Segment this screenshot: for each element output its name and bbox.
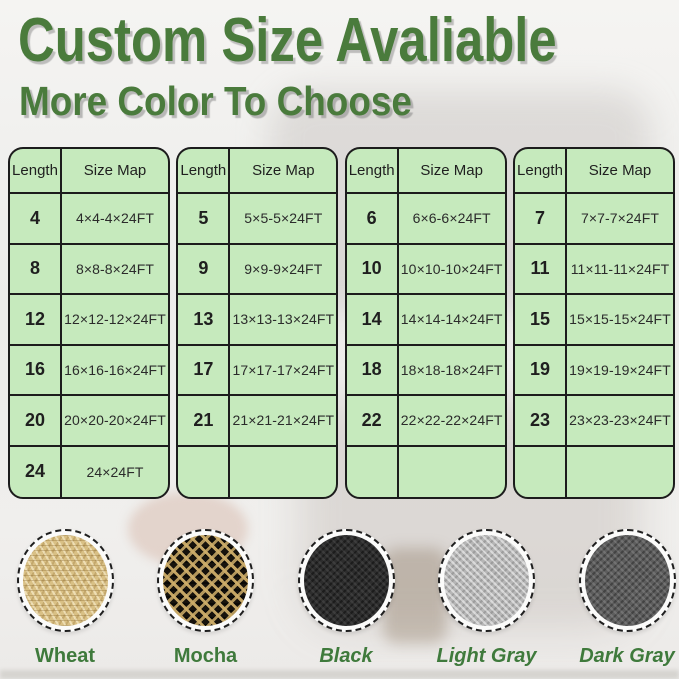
size-map-cell: 12×12-12×24FT bbox=[62, 295, 168, 346]
size-map-cell bbox=[567, 447, 673, 498]
length-cell: 14 bbox=[346, 295, 399, 346]
column-header-length: Length bbox=[514, 149, 567, 194]
size-table: Length Size Map 6 6×6-6×24FT 10 10×10-10×24… bbox=[344, 147, 507, 499]
size-map-cell: 11×11-11×24FT bbox=[566, 245, 673, 295]
length-cell: 8 bbox=[10, 244, 62, 295]
fabric-texture bbox=[584, 535, 670, 626]
length-cell: 24 bbox=[10, 446, 62, 497]
size-map-cell: 17×17-17×24FT bbox=[230, 346, 337, 396]
length-cell: 19 bbox=[514, 345, 567, 396]
column-header-length: Length bbox=[178, 149, 231, 194]
fabric-swatch-ring bbox=[16, 529, 114, 632]
length-cell: 18 bbox=[346, 345, 399, 396]
page-title: Custom Size Avaliable bbox=[18, 6, 557, 75]
size-map-cell: 18×18-18×24FT bbox=[398, 346, 505, 396]
size-map-cell: 23×23-23×24FT bbox=[566, 396, 673, 447]
fabric-swatch-ring bbox=[438, 529, 535, 632]
column-header-length: Length bbox=[346, 149, 399, 194]
ghost-photo-base bbox=[0, 670, 679, 679]
size-map-cell: 9×9-9×24FT bbox=[230, 245, 337, 295]
size-map-cell: 6×6-6×24FT bbox=[398, 194, 505, 245]
size-map-cell bbox=[230, 447, 336, 498]
size-map-cell: 7×7-7×24FT bbox=[566, 194, 673, 245]
color-swatch: Mocha bbox=[156, 529, 256, 668]
length-cell: 22 bbox=[346, 396, 399, 447]
column-header-size-map: Size Map bbox=[62, 149, 168, 194]
page-subtitle: More Color To Choose bbox=[19, 78, 412, 124]
fabric-texture bbox=[22, 535, 108, 626]
size-map-cell: 21×21-21×24FT bbox=[230, 396, 337, 447]
length-cell: 23 bbox=[514, 396, 567, 447]
column-header-length: Length bbox=[10, 149, 62, 194]
size-table: Length Size Map 5 5×5-5×24FT 9 9×9-9×24FT 13… bbox=[176, 147, 339, 499]
color-swatch: Light Gray bbox=[437, 529, 537, 668]
length-cell: 15 bbox=[514, 295, 567, 346]
size-table: Length Size Map 7 7×7-7×24FT 11 11×11-11×24… bbox=[512, 147, 675, 499]
fabric-swatch-ring bbox=[157, 529, 254, 632]
column-header-size-map: Size Map bbox=[398, 149, 505, 194]
fabric-swatch-ring bbox=[578, 529, 676, 632]
color-name: Black bbox=[319, 645, 373, 667]
length-cell: 21 bbox=[178, 396, 231, 447]
fabric-texture bbox=[303, 535, 389, 626]
fabric-texture bbox=[163, 535, 248, 626]
color-swatch: Black bbox=[296, 529, 396, 668]
color-name: Mocha bbox=[173, 645, 238, 667]
length-cell: 9 bbox=[178, 244, 231, 295]
size-tables: Length Size Map 4 4×4-4×24FT 8 8×8-8×24FT 12… bbox=[8, 147, 675, 499]
size-map-cell: 4×4-4×24FT bbox=[62, 194, 168, 245]
size-map-cell: 14×14-14×24FT bbox=[398, 295, 505, 346]
length-cell: 7 bbox=[514, 194, 567, 245]
length-cell: 6 bbox=[346, 194, 399, 245]
size-map-cell bbox=[399, 447, 505, 498]
fabric-swatch-ring bbox=[297, 529, 395, 632]
color-swatch: Wheat bbox=[15, 529, 115, 668]
size-table: Length Size Map 4 4×4-4×24FT 8 8×8-8×24FT 12… bbox=[8, 147, 170, 499]
size-map-cell: 16×16-16×24FT bbox=[62, 346, 168, 396]
fabric-texture bbox=[444, 535, 529, 626]
length-cell: 20 bbox=[10, 396, 62, 447]
column-header-size-map: Size Map bbox=[566, 149, 673, 194]
size-map-cell: 24×24FT bbox=[86, 463, 144, 480]
size-map-cell: 20×20-20×24FT bbox=[62, 396, 168, 447]
color-name: Wheat bbox=[35, 645, 95, 667]
size-map-cell: 22×22-22×24FT bbox=[398, 396, 505, 447]
length-cell bbox=[178, 446, 231, 497]
size-map-cell: 13×13-13×24FT bbox=[230, 295, 337, 346]
length-cell: 5 bbox=[178, 194, 231, 245]
length-cell: 16 bbox=[10, 345, 62, 396]
length-cell: 12 bbox=[10, 295, 62, 346]
size-map-cell: 10×10-10×24FT bbox=[398, 245, 505, 295]
color-swatch: Dark Gray bbox=[577, 529, 677, 668]
column-header-size-map: Size Map bbox=[230, 149, 337, 194]
length-cell bbox=[347, 446, 399, 497]
length-cell: 10 bbox=[346, 244, 399, 295]
size-map-cell: 5×5-5×24FT bbox=[230, 194, 337, 245]
length-cell bbox=[515, 446, 567, 497]
size-map-cell: 19×19-19×24FT bbox=[566, 346, 673, 396]
size-map-cell: 8×8-8×24FT bbox=[62, 245, 168, 295]
length-cell: 4 bbox=[10, 194, 62, 245]
length-cell: 17 bbox=[178, 345, 231, 396]
length-cell: 13 bbox=[178, 295, 231, 346]
color-name: Light Gray bbox=[436, 645, 537, 667]
color-name: Dark Gray bbox=[579, 645, 675, 667]
size-map-cell: 15×15-15×24FT bbox=[566, 295, 673, 346]
length-cell: 11 bbox=[514, 244, 567, 295]
color-swatches: Wheat Mocha Black Light Gray Dark Gray bbox=[0, 529, 679, 668]
